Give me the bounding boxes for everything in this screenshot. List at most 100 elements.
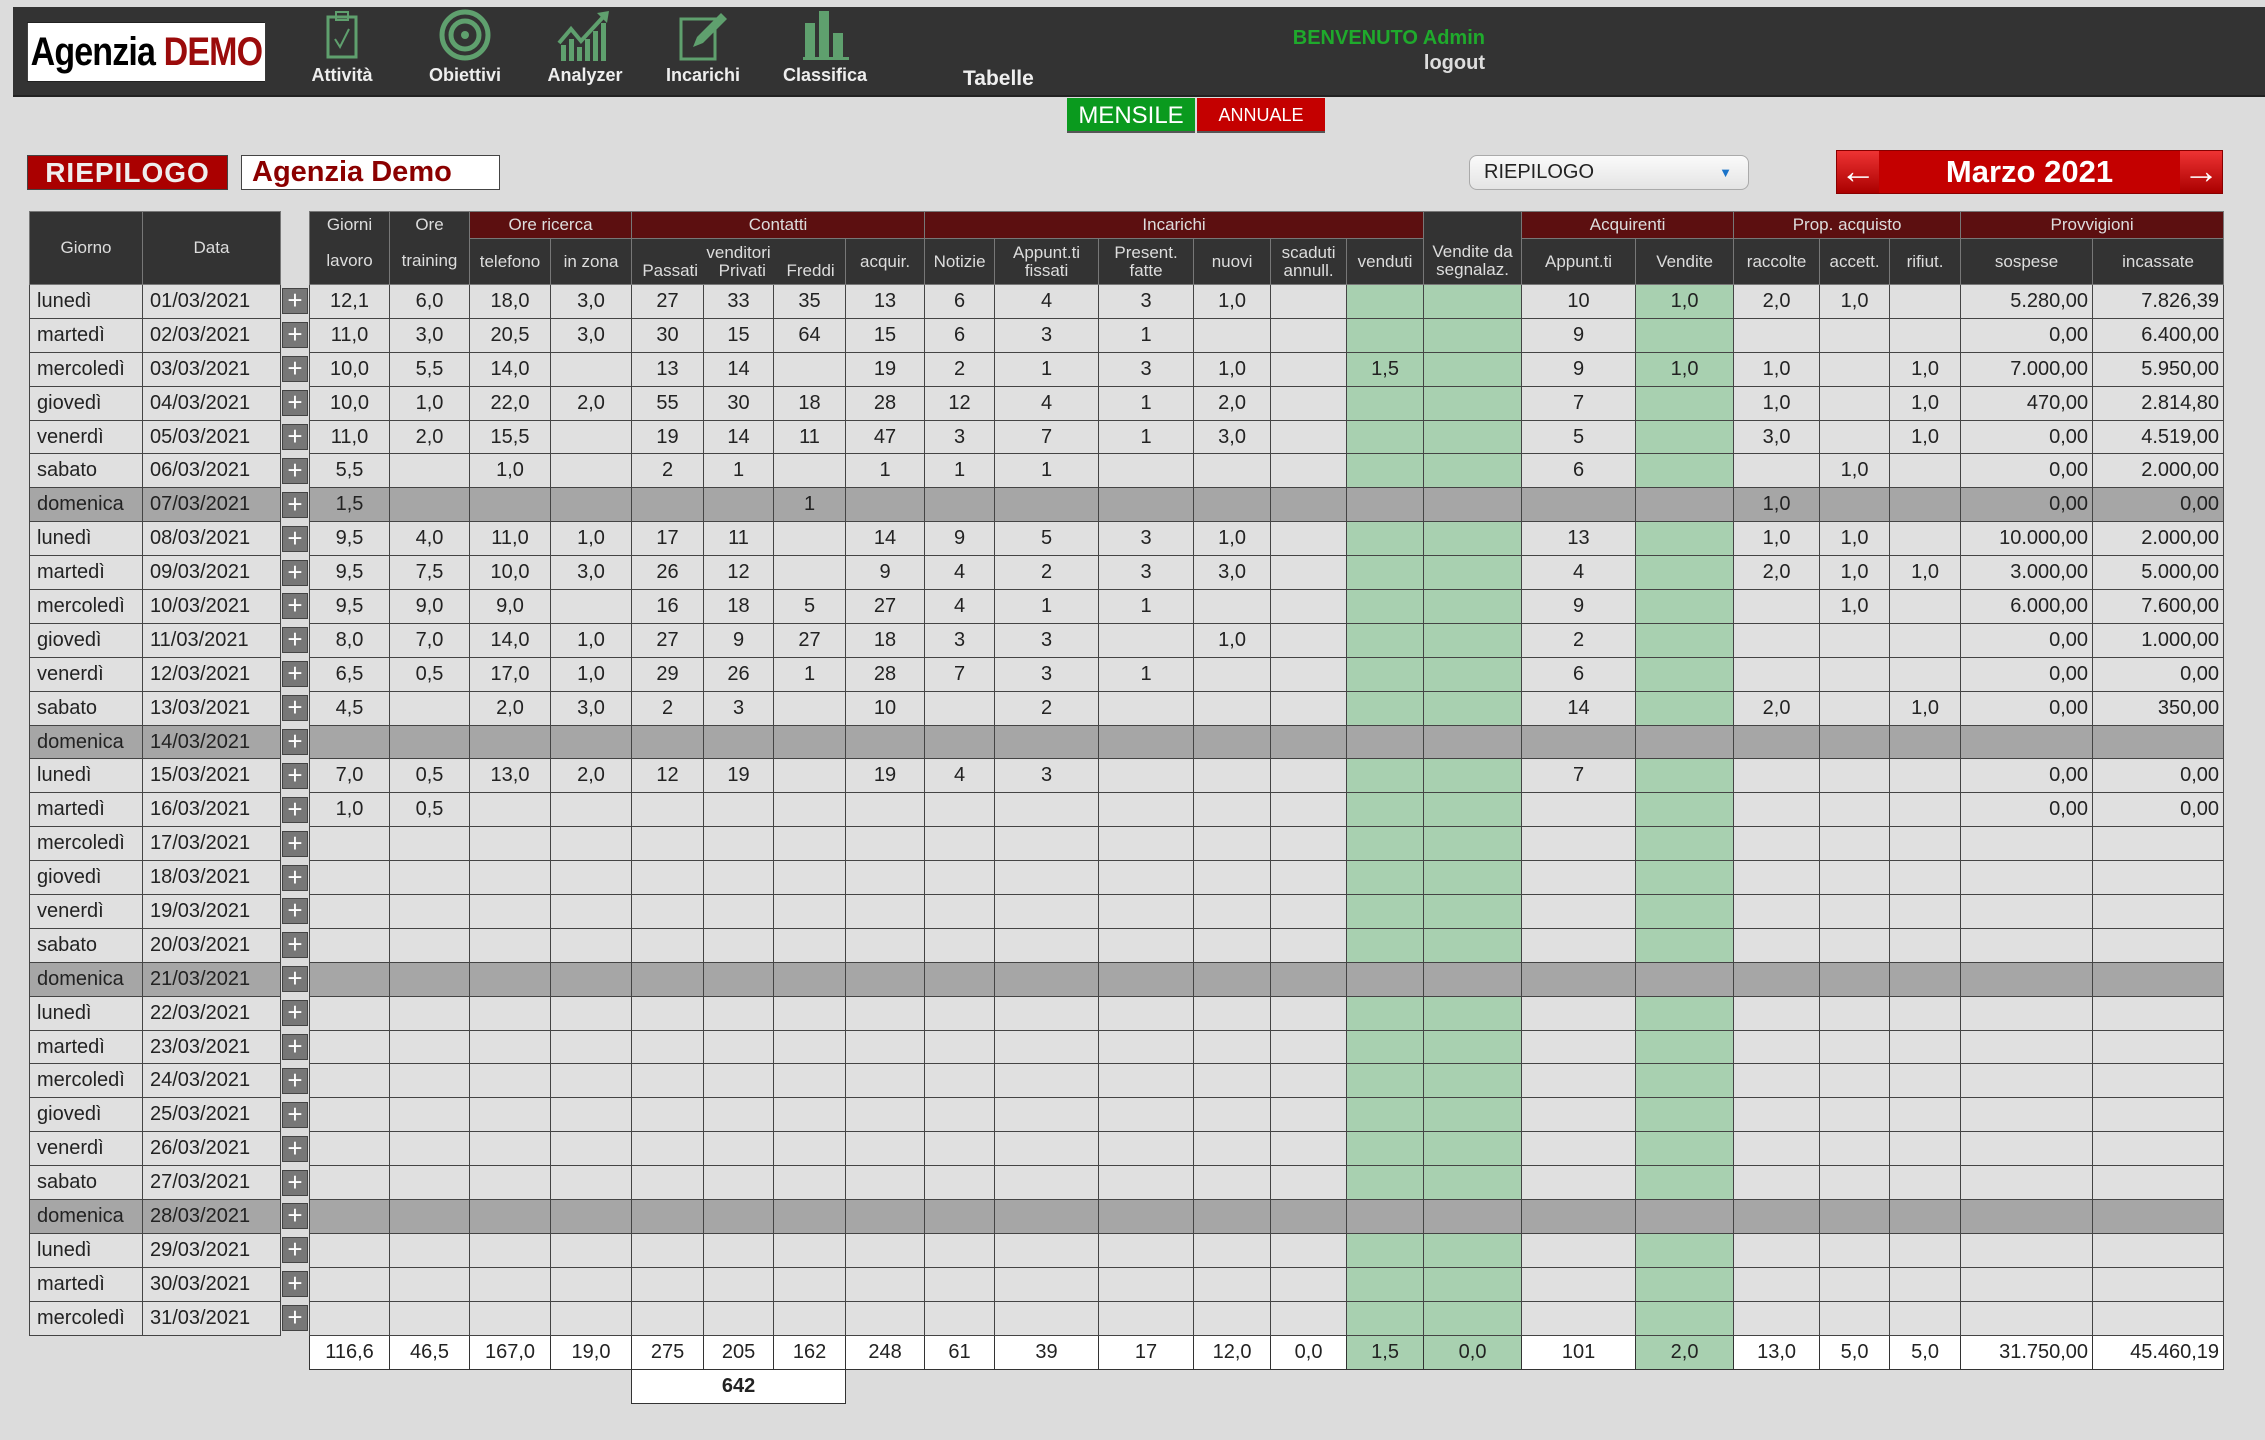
acquir-cell	[845, 894, 926, 929]
date-cell: 31/03/2021	[142, 1300, 281, 1336]
day-cell: mercoledì	[29, 589, 143, 624]
add-entry-button[interactable]: +	[281, 318, 310, 352]
header-raccolte: raccolte	[1733, 238, 1821, 285]
agency-logo[interactable]: Agenzia DEMO	[27, 22, 266, 82]
notizie-cell	[924, 1029, 996, 1065]
add-entry-button[interactable]: +	[281, 623, 310, 657]
add-entry-button[interactable]: +	[281, 454, 310, 488]
welcome-text: BENVENUTO Admin	[1292, 27, 1485, 49]
add-entry-button[interactable]: +	[281, 996, 310, 1030]
acquir-cell	[845, 1232, 926, 1268]
add-entry-button[interactable]: +	[281, 1098, 310, 1132]
add-entry-button[interactable]: +	[281, 352, 310, 386]
acq-appunt-cell: 9	[1521, 317, 1637, 353]
add-entry-button[interactable]: +	[281, 1132, 310, 1166]
add-entry-button[interactable]: +	[281, 725, 310, 759]
ore-training-cell	[389, 1063, 470, 1099]
appunt-fissati-cell: 7	[994, 419, 1100, 455]
add-entry-button[interactable]: +	[281, 556, 310, 590]
nuovi-cell	[1193, 961, 1272, 997]
table-row: sabato 27/03/2021 +	[29, 1165, 2225, 1201]
scaduti-cell	[1270, 995, 1348, 1031]
total-present-fatte: 17	[1098, 1334, 1195, 1370]
add-entry-button[interactable]: +	[281, 759, 310, 793]
add-entry-button[interactable]: +	[281, 657, 310, 691]
table-row: lunedì 22/03/2021 +	[29, 995, 2225, 1031]
vendite-segnalaz-cell	[1423, 419, 1523, 455]
notizie-cell	[924, 1097, 996, 1133]
prev-month-button[interactable]: ←	[1837, 151, 1879, 193]
add-entry-button[interactable]: +	[281, 1233, 310, 1267]
next-month-button[interactable]: →	[2180, 151, 2222, 193]
raccolte-cell	[1733, 622, 1821, 658]
nav-tabelle[interactable]: Tabelle	[963, 67, 1034, 90]
date-cell: 05/03/2021	[142, 419, 281, 455]
add-entry-button[interactable]: +	[281, 386, 310, 420]
raccolte-cell: 2,0	[1733, 690, 1821, 726]
sospese-cell	[1960, 1199, 2094, 1234]
nav-analyzer[interactable]: Analyzer	[530, 9, 640, 86]
in-zona-cell	[549, 1232, 633, 1268]
rifiut-cell	[1889, 453, 1962, 489]
logout-link[interactable]: logout	[1423, 52, 1485, 74]
add-entry-button[interactable]: +	[281, 285, 310, 319]
ore-training-cell: 4,0	[389, 521, 470, 557]
add-entry-button[interactable]: +	[281, 590, 310, 624]
freddi-cell	[773, 961, 847, 997]
add-entry-button[interactable]: +	[281, 861, 310, 895]
passati-cell	[631, 961, 705, 997]
notizie-cell	[924, 860, 996, 896]
day-cell: mercoledì	[29, 826, 143, 862]
add-entry-button[interactable]: +	[281, 793, 310, 827]
add-entry-button[interactable]: +	[281, 962, 310, 996]
add-entry-button[interactable]: +	[281, 420, 310, 454]
passati-cell	[631, 1300, 705, 1336]
acq-vendite-cell	[1635, 1165, 1735, 1201]
add-entry-button[interactable]: +	[281, 522, 310, 556]
in-zona-cell	[549, 792, 633, 828]
passati-cell: 16	[631, 589, 705, 624]
add-entry-button[interactable]: +	[281, 1064, 310, 1098]
nav-incarichi[interactable]: Incarichi	[648, 9, 758, 86]
day-cell: sabato	[29, 453, 143, 489]
add-entry-button[interactable]: +	[281, 1030, 310, 1064]
incassate-cell	[2092, 1029, 2225, 1065]
view-select[interactable]: RIEPILOGO ▼	[1469, 155, 1749, 190]
table-row: mercoledì 03/03/2021 +10,0 5,5 14,0 13 14 19 2 1 3…	[29, 351, 2225, 387]
present-fatte-cell	[1098, 1300, 1195, 1336]
acq-appunt-cell	[1521, 1097, 1637, 1133]
notizie-cell: 12	[924, 385, 996, 421]
acq-appunt-cell: 7	[1521, 758, 1637, 794]
monthly-tab[interactable]: MENSILE	[1067, 98, 1195, 133]
vendite-segnalaz-cell	[1423, 724, 1523, 760]
add-entry-button[interactable]: +	[281, 928, 310, 962]
giorni-lavoro-cell	[309, 961, 390, 997]
nuovi-cell	[1193, 1300, 1272, 1336]
sospese-cell: 6.000,00	[1960, 589, 2094, 624]
add-entry-button[interactable]: +	[281, 895, 310, 929]
header-spacer	[281, 212, 310, 285]
spacer	[390, 1369, 470, 1403]
add-entry-button[interactable]: +	[281, 827, 310, 861]
freddi-cell	[773, 995, 847, 1031]
add-entry-button[interactable]: +	[281, 1267, 310, 1301]
add-entry-button[interactable]: +	[281, 1301, 310, 1335]
day-cell: domenica	[29, 961, 143, 997]
present-fatte-cell	[1098, 1232, 1195, 1268]
freddi-cell	[773, 758, 847, 794]
appunt-fissati-cell: 3	[994, 758, 1100, 794]
nav-obiettivi[interactable]: Obiettivi	[410, 9, 520, 86]
add-entry-button[interactable]: +	[281, 691, 310, 725]
add-entry-button[interactable]: +	[281, 488, 310, 522]
nav-classifica[interactable]: Classifica	[770, 9, 880, 86]
annual-tab[interactable]: ANNUALE	[1197, 98, 1325, 133]
incassate-cell	[2092, 927, 2225, 963]
privati-cell: 1	[703, 453, 775, 489]
passati-cell	[631, 792, 705, 828]
rifiut-cell: 1,0	[1889, 351, 1962, 387]
nav-attivita[interactable]: Attività	[287, 9, 397, 86]
scaduti-cell	[1270, 589, 1348, 624]
add-entry-button[interactable]: +	[281, 1166, 310, 1200]
scaduti-cell	[1270, 1266, 1348, 1302]
add-entry-button[interactable]: +	[281, 1200, 310, 1234]
